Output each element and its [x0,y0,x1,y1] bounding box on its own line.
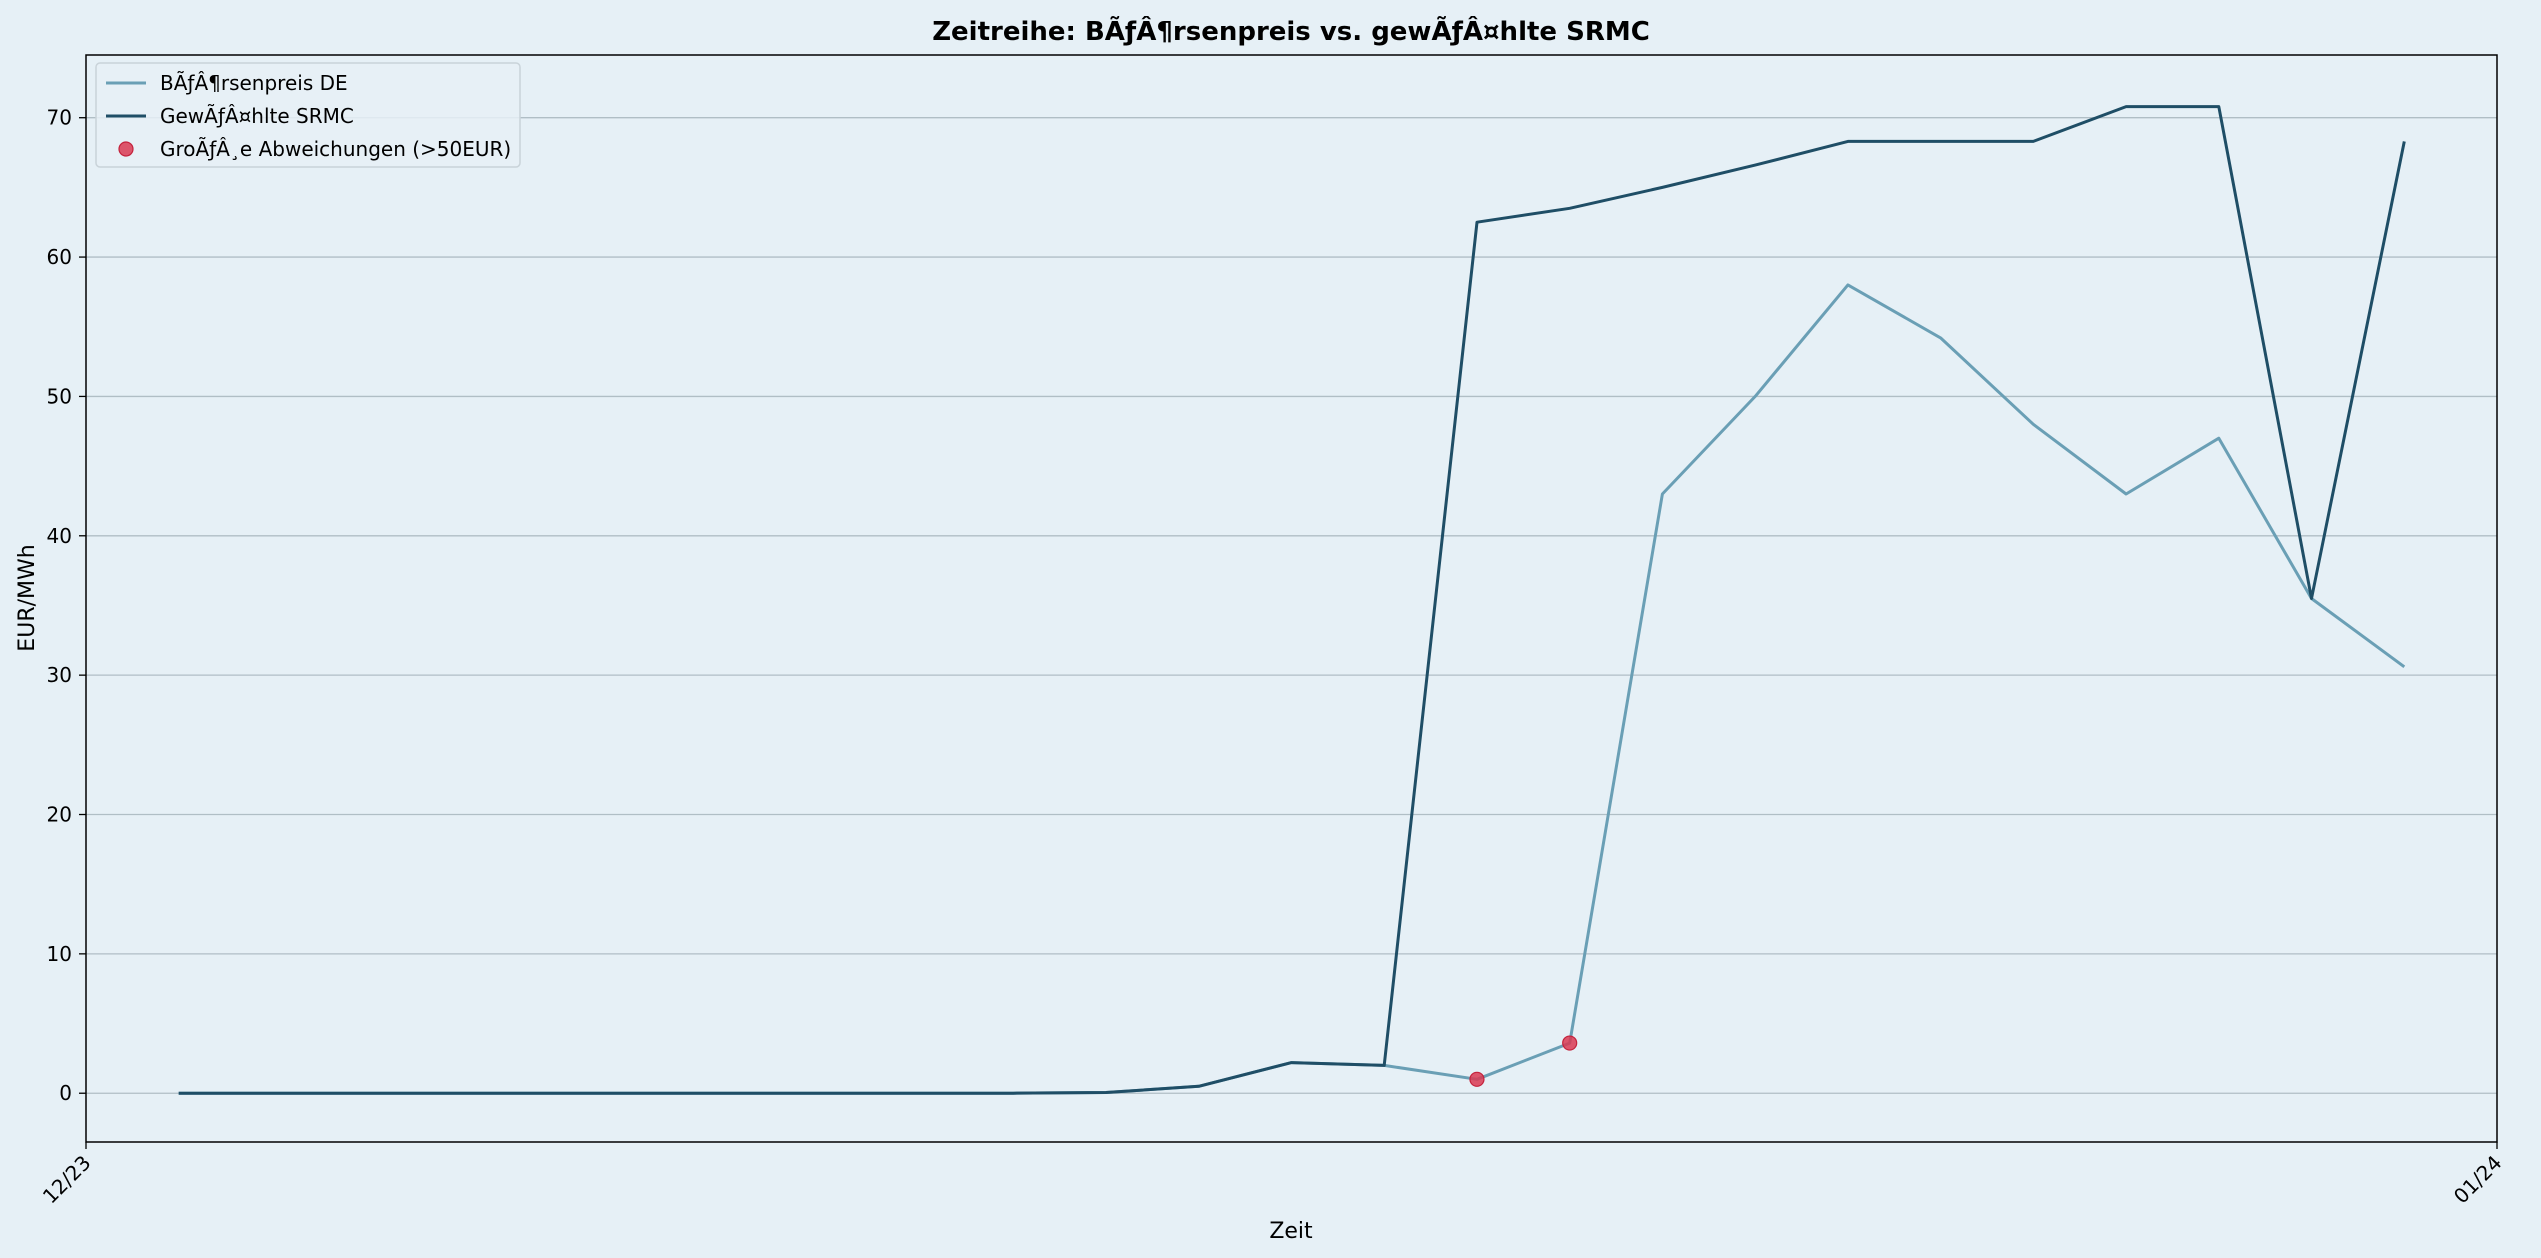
x-tick-label-1: 01/24 [2449,1151,2507,1209]
x-tick-label-0: 12/23 [38,1151,96,1209]
y-axis-ticks: 0 10 20 30 40 50 60 70 [47,106,86,1105]
plot-frame [85,54,2498,1143]
x-axis-label: Zeit [1269,1219,1313,1244]
line-srmc [178,105,2406,1095]
deviation-point-1 [1562,1035,1578,1051]
y-tick-label-20: 20 [47,803,72,827]
legend-label-srmc: GewÃƒÂ¤hlte SRMC [160,104,354,128]
legend: BÃƒÂ¶rsenpreis DE GewÃƒÂ¤hlte SRMC GroÃƒ… [95,62,521,168]
legend-label-abweichungen: GroÃƒÂ¸e Abweichungen (>50EUR) [160,137,511,161]
gridlines [86,117,2497,1094]
y-tick-label-70: 70 [47,106,72,130]
y-tick-label-30: 30 [47,663,72,687]
y-tick-label-60: 60 [47,245,72,269]
y-tick-label-0: 0 [59,1081,72,1105]
y-axis-label: EUR/MWh [15,544,40,651]
y-tick-label-50: 50 [47,384,72,408]
legend-swatch-abweichungen [118,141,134,157]
plot-area [86,55,2497,1142]
y-tick-label-10: 10 [47,942,72,966]
x-axis-ticks: 12/23 01/24 [38,1142,2507,1208]
series-lines [178,105,2406,1095]
legend-box [95,62,521,168]
y-tick-label-40: 40 [47,524,72,548]
deviation-point-0 [1469,1071,1485,1087]
chart-title: Zeitreihe: BÃƒÂ¶rsenpreis vs. gewÃƒÂ¤hlt… [932,15,1650,47]
deviation-points [1469,1035,1578,1087]
legend-label-boersenpreis: BÃƒÂ¶rsenpreis DE [160,71,348,95]
